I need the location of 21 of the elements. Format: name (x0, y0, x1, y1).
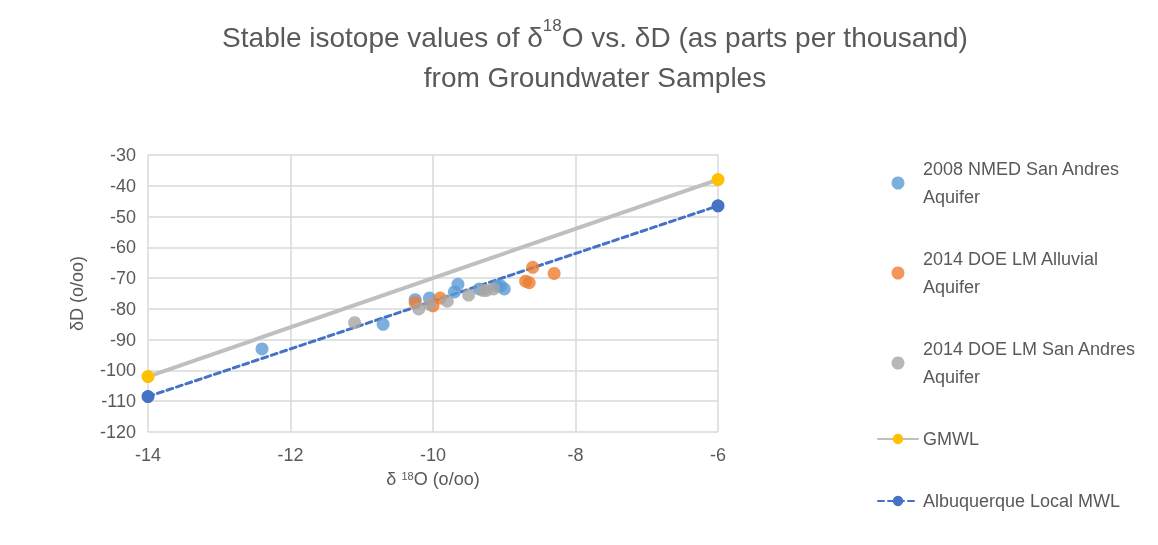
y-tick-label: -100 (99, 360, 136, 381)
y-tick-label: -120 (99, 422, 136, 442)
x-tick-label: -14 (134, 445, 162, 465)
y-tick-label: -80 (109, 298, 136, 319)
x-tick-label: -10 (419, 445, 447, 465)
x-tick-label: -6 (709, 445, 727, 465)
legend-label: 2014 DOE LM San Andres Aquifer (923, 339, 1141, 387)
legend-label: GMWL (923, 429, 979, 449)
y-tick-label: -90 (109, 329, 136, 350)
y-tick-label: -70 (109, 268, 136, 289)
legend-label: 2008 NMED San Andres Aquifer (923, 159, 1125, 207)
legend-label: Albuquerque Local MWL (923, 491, 1121, 511)
legend-label: 2014 DOE LM Alluvial Aquifer (923, 249, 1104, 297)
x-tick-label: -8 (567, 445, 584, 465)
y-tick-label: -50 (109, 206, 136, 227)
y-tick-label: -60 (109, 237, 136, 258)
y-axis-title: δD (o/oo) (67, 255, 87, 332)
y-tick-label: -30 (109, 145, 136, 165)
y-tick-label: -110 (101, 391, 136, 412)
x-tick-label: -12 (277, 445, 304, 465)
y-tick-label: -40 (109, 175, 136, 196)
